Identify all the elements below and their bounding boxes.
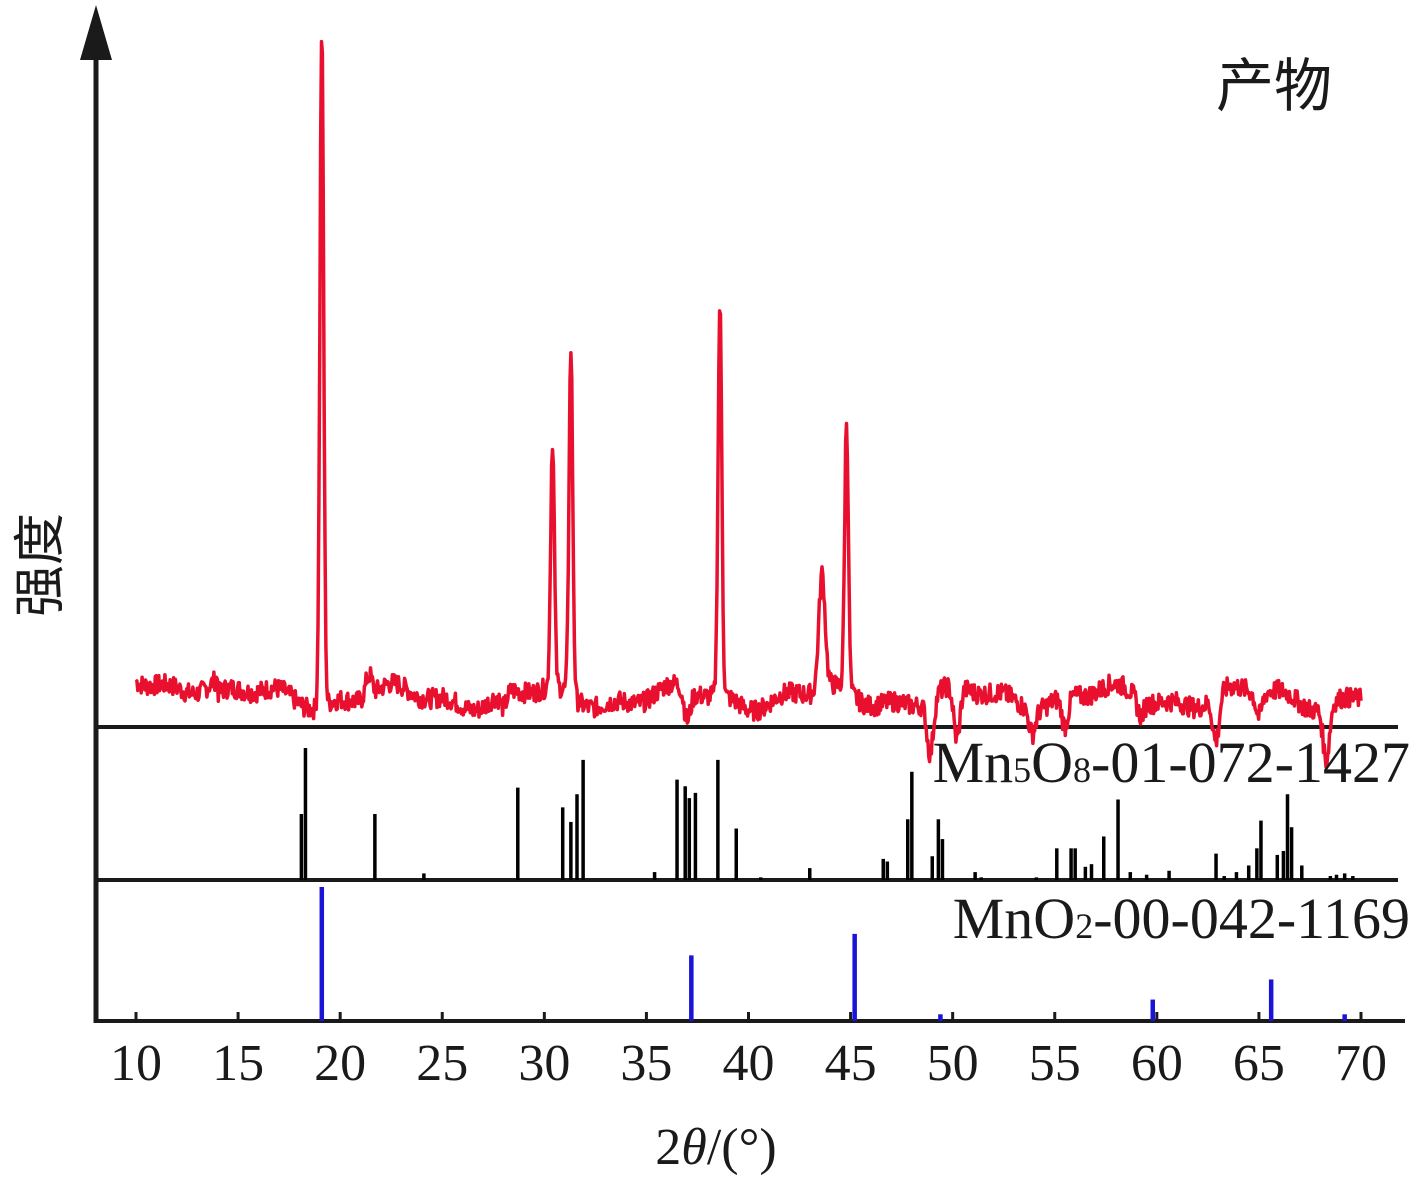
x-axis-label-suffix: /(°) [707,1119,777,1176]
mn5o8-label-b: 5 [1013,750,1031,790]
mn5o8-label-e: -01-072-1427 [1091,730,1410,795]
x-tick-label: 15 [212,1035,264,1092]
x-tick-label: 45 [825,1035,877,1092]
x-tick-label: 35 [620,1035,672,1092]
x-tick-label: 25 [416,1035,468,1092]
mno2-label-c: -00-042-1169 [1093,886,1410,951]
x-ticks: 10 15 20 25 30 35 40 45 50 55 60 65 70 [110,1012,1387,1092]
mn5o8-label: Mn5O8-01-072-1427 [933,730,1410,795]
x-tick-label: 20 [314,1035,366,1092]
product-series-line [134,39,1363,769]
x-tick-label: 65 [1233,1035,1285,1092]
x-tick-label: 40 [723,1035,775,1092]
x-axis-label-symbol: θ [681,1119,707,1176]
mno2-label-a: MnO [953,886,1075,951]
mno2-label: MnO2-00-042-1169 [953,886,1410,951]
mn5o8-label-d: 8 [1073,750,1091,790]
x-tick-label: 50 [927,1035,979,1092]
mn5o8-label-c: O [1031,730,1073,795]
mno2-label-b: 2 [1075,906,1093,946]
product-label: 产物 [1216,54,1332,119]
series [134,39,1363,1021]
x-axis-label: 2θ/(°) [655,1119,776,1176]
x-tick-label: 10 [110,1035,162,1092]
x-tick-label: 55 [1029,1035,1081,1092]
x-tick-label: 60 [1131,1035,1183,1092]
x-tick-label: 70 [1335,1035,1387,1092]
x-axis-label-prefix: 2 [655,1119,681,1176]
mn5o8-label-a: Mn [933,730,1014,795]
y-axis-arrow [80,5,112,60]
x-tick-label: 30 [518,1035,570,1092]
y-axis-label: 强度 [13,513,70,617]
